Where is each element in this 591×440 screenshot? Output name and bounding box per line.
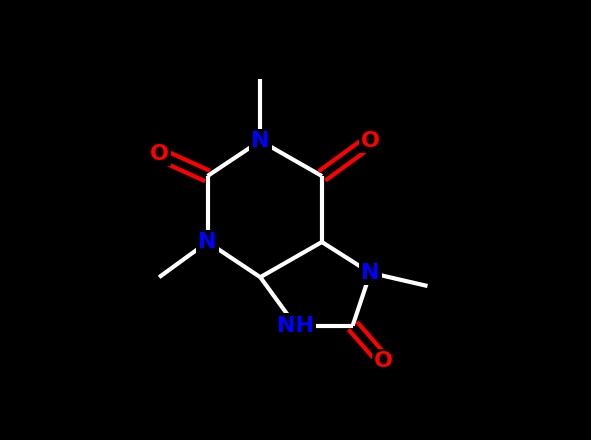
Text: O: O: [150, 144, 168, 164]
Text: O: O: [374, 351, 393, 371]
Text: N: N: [251, 131, 269, 151]
Text: N: N: [198, 232, 217, 252]
Text: N: N: [361, 263, 379, 283]
Text: NH: NH: [277, 315, 314, 336]
Text: O: O: [361, 131, 380, 151]
